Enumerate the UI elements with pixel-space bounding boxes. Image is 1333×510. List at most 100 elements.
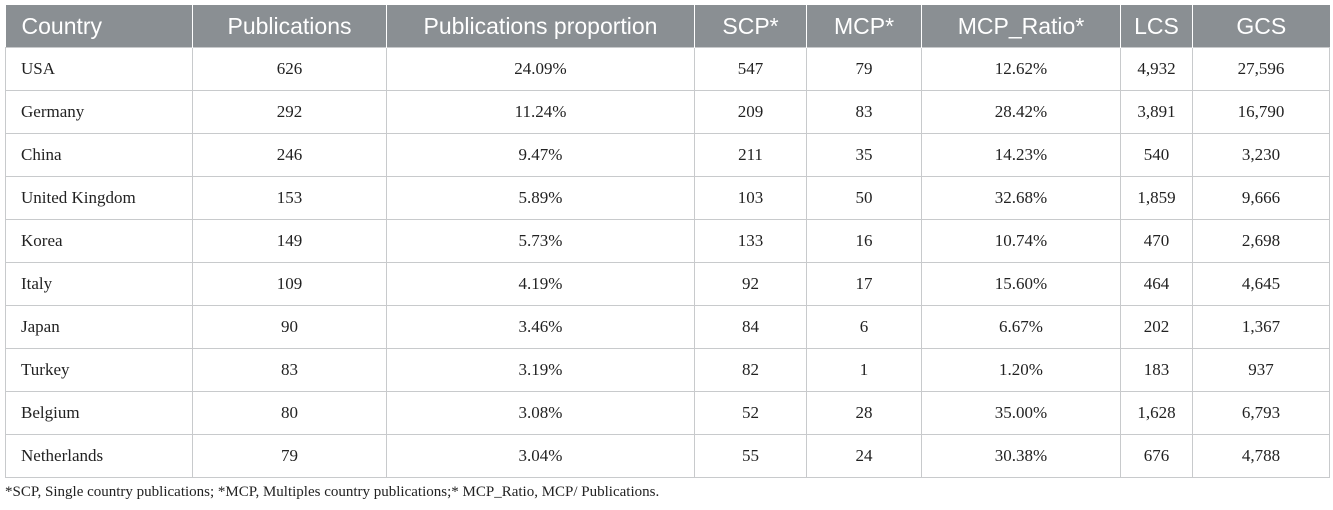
table-cell: 4,645 <box>1192 262 1330 306</box>
table-cell: 83 <box>192 348 387 392</box>
table-cell: 5.73% <box>386 219 695 263</box>
table-cell: 17 <box>806 262 922 306</box>
header-scp: SCP* <box>694 5 807 48</box>
table-cell: 16,790 <box>1192 90 1330 134</box>
table-cell: 28.42% <box>921 90 1121 134</box>
table-cell: 1,859 <box>1120 176 1193 220</box>
table-row: Germany 292 11.24% 209 83 28.42% 3,891 16,790 <box>5 90 1330 134</box>
header-mcp: MCP* <box>806 5 922 48</box>
country-cell: Belgium <box>5 391 193 435</box>
table-cell: 11.24% <box>386 90 695 134</box>
table-cell: 547 <box>694 47 807 91</box>
table-cell: 82 <box>694 348 807 392</box>
table-cell: 15.60% <box>921 262 1121 306</box>
table-cell: 292 <box>192 90 387 134</box>
table-cell: 937 <box>1192 348 1330 392</box>
table-cell: 211 <box>694 133 807 177</box>
table-cell: 14.23% <box>921 133 1121 177</box>
table-cell: 35.00% <box>921 391 1121 435</box>
header-publications-proportion: Publications proportion <box>386 5 695 48</box>
header-row: Country Publications Publications propor… <box>5 5 1330 48</box>
country-cell: Italy <box>5 262 193 306</box>
table-cell: 149 <box>192 219 387 263</box>
country-publications-table: Country Publications Publications propor… <box>5 5 1330 478</box>
table-cell: 84 <box>694 305 807 349</box>
table-cell: 1,628 <box>1120 391 1193 435</box>
country-cell: Japan <box>5 305 193 349</box>
table-row: USA 626 24.09% 547 79 12.62% 4,932 27,596 <box>5 47 1330 91</box>
table-cell: 90 <box>192 305 387 349</box>
table-cell: 92 <box>694 262 807 306</box>
table-cell: 79 <box>192 434 387 478</box>
table-cell: 133 <box>694 219 807 263</box>
country-cell: Korea <box>5 219 193 263</box>
table-cell: 9.47% <box>386 133 695 177</box>
table-cell: 202 <box>1120 305 1193 349</box>
country-publications-table-wrapper: Country Publications Publications propor… <box>5 5 1330 478</box>
table-row: Belgium 80 3.08% 52 28 35.00% 1,628 6,793 <box>5 391 1330 435</box>
table-cell: 10.74% <box>921 219 1121 263</box>
table-cell: 6 <box>806 305 922 349</box>
country-cell: Netherlands <box>5 434 193 478</box>
country-cell: Turkey <box>5 348 193 392</box>
table-row: Japan 90 3.46% 84 6 6.67% 202 1,367 <box>5 305 1330 349</box>
table-cell: 55 <box>694 434 807 478</box>
table-cell: 246 <box>192 133 387 177</box>
table-cell: 103 <box>694 176 807 220</box>
table-cell: 83 <box>806 90 922 134</box>
header-mcp-ratio: MCP_Ratio* <box>921 5 1121 48</box>
table-row: Italy 109 4.19% 92 17 15.60% 464 4,645 <box>5 262 1330 306</box>
table-cell: 24 <box>806 434 922 478</box>
table-row: Korea 149 5.73% 133 16 10.74% 470 2,698 <box>5 219 1330 263</box>
table-cell: 470 <box>1120 219 1193 263</box>
table-cell: 27,596 <box>1192 47 1330 91</box>
table-cell: 4,932 <box>1120 47 1193 91</box>
table-cell: 153 <box>192 176 387 220</box>
table-cell: 676 <box>1120 434 1193 478</box>
table-cell: 6,793 <box>1192 391 1330 435</box>
table-cell: 50 <box>806 176 922 220</box>
table-cell: 3.46% <box>386 305 695 349</box>
country-cell: China <box>5 133 193 177</box>
table-cell: 4,788 <box>1192 434 1330 478</box>
table-cell: 109 <box>192 262 387 306</box>
table-cell: 12.62% <box>921 47 1121 91</box>
table-cell: 464 <box>1120 262 1193 306</box>
table-cell: 32.68% <box>921 176 1121 220</box>
table-cell: 3.19% <box>386 348 695 392</box>
table-row: China 246 9.47% 211 35 14.23% 540 3,230 <box>5 133 1330 177</box>
table-row: Turkey 83 3.19% 82 1 1.20% 183 937 <box>5 348 1330 392</box>
table-cell: 3,891 <box>1120 90 1193 134</box>
table-cell: 1,367 <box>1192 305 1330 349</box>
country-cell: United Kingdom <box>5 176 193 220</box>
header-gcs: GCS <box>1192 5 1330 48</box>
table-cell: 24.09% <box>386 47 695 91</box>
table-cell: 3.08% <box>386 391 695 435</box>
table-cell: 183 <box>1120 348 1193 392</box>
table-cell: 626 <box>192 47 387 91</box>
country-cell: USA <box>5 47 193 91</box>
table-cell: 209 <box>694 90 807 134</box>
table-cell: 3.04% <box>386 434 695 478</box>
table-cell: 540 <box>1120 133 1193 177</box>
header-country: Country <box>5 5 193 48</box>
table-row: Netherlands 79 3.04% 55 24 30.38% 676 4,788 <box>5 434 1330 478</box>
table-body: USA 626 24.09% 547 79 12.62% 4,932 27,596 German… <box>5 47 1330 478</box>
table-cell: 35 <box>806 133 922 177</box>
table-cell: 30.38% <box>921 434 1121 478</box>
table-cell: 52 <box>694 391 807 435</box>
table-cell: 1.20% <box>921 348 1121 392</box>
table-cell: 28 <box>806 391 922 435</box>
table-cell: 2,698 <box>1192 219 1330 263</box>
header-publications: Publications <box>192 5 387 48</box>
country-cell: Germany <box>5 90 193 134</box>
table-cell: 79 <box>806 47 922 91</box>
table-cell: 9,666 <box>1192 176 1330 220</box>
table-footnote: *SCP, Single country publications; *MCP,… <box>5 484 660 500</box>
table-cell: 3,230 <box>1192 133 1330 177</box>
table-cell: 6.67% <box>921 305 1121 349</box>
table-cell: 1 <box>806 348 922 392</box>
table-row: United Kingdom 153 5.89% 103 50 32.68% 1,859 9,… <box>5 176 1330 220</box>
table-cell: 4.19% <box>386 262 695 306</box>
table-cell: 5.89% <box>386 176 695 220</box>
